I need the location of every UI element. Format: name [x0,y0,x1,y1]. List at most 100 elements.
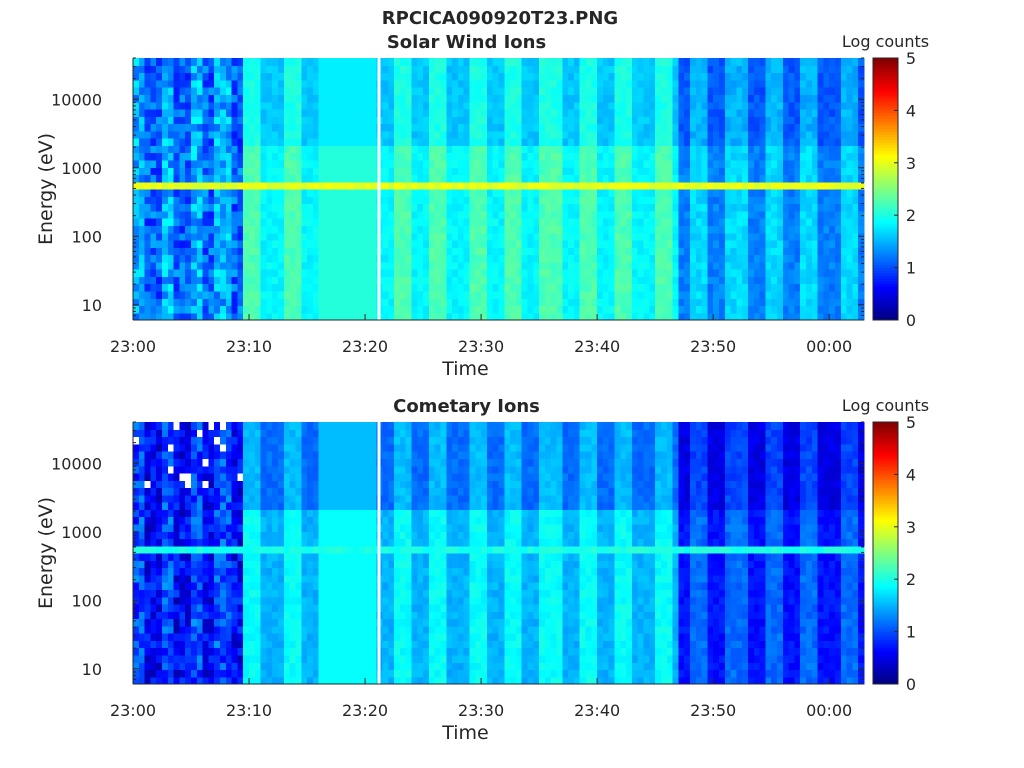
heatmap-cell [782,181,790,190]
heatmap-cell [237,298,244,307]
heatmap-cell [846,123,853,132]
heatmap-cell [660,283,668,292]
heatmap-cell [753,174,761,183]
heatmap-cell [753,283,761,292]
heatmap-cell [544,225,552,234]
heatmap-cell [347,254,355,263]
heatmap-cell [568,276,575,285]
heatmap-cell [237,65,244,74]
heatmap-cell [573,283,581,292]
heatmap-cell [846,290,853,299]
heatmap-cell [510,65,517,74]
heatmap-cell [167,647,175,656]
heatmap-cell [220,298,227,307]
heatmap-cell [138,443,146,452]
heatmap-cell [434,94,442,103]
heatmap-cell [602,145,610,154]
heatmap-cell [272,152,279,161]
heatmap-cell [231,87,239,95]
heatmap-cell [776,247,784,256]
heatmap-cell [405,130,413,139]
heatmap-cell [196,145,204,154]
colorbar-step [873,238,898,242]
heatmap-cell [637,138,645,146]
heatmap-cell [202,269,210,277]
heatmap-cell [405,108,413,117]
heatmap-cell [423,108,430,117]
heatmap-cell [272,108,279,117]
heatmap-cell [243,130,250,139]
heatmap-cell [707,305,714,314]
heatmap-cell [446,101,453,110]
heatmap-cell [237,210,244,219]
heatmap-cell [684,269,691,277]
heatmap-cell [597,203,604,212]
heatmap-cell [713,138,720,146]
heatmap-cell [214,181,221,190]
heatmap-cell [417,254,424,263]
heatmap-cell [649,290,656,299]
heatmap-cell [214,130,221,139]
heatmap-cell [724,239,732,248]
heatmap-cell [649,94,656,103]
heatmap-cell [620,87,627,95]
heatmap-cell [718,210,726,219]
heatmap-cell [446,130,453,139]
heatmap-cell [144,79,151,88]
heatmap-cell [428,138,436,146]
heatmap-cell [689,298,697,307]
heatmap-cell [823,94,830,103]
heatmap-cell [417,159,424,168]
heatmap-cell [382,203,389,212]
heatmap-cell [811,152,819,161]
heatmap-cell [260,232,268,241]
heatmap-cell [138,523,146,532]
heatmap-cell [167,196,175,205]
heatmap-cell [585,145,592,154]
heatmap-cell [214,145,221,154]
heatmap-cell [759,79,766,88]
heatmap-cell [394,174,401,183]
heatmap-cell [423,210,430,219]
heatmap-cell [220,312,227,321]
heatmap-cell [521,130,529,139]
heatmap-cell [434,196,442,205]
heatmap-cell [411,58,418,66]
heatmap-cell [730,65,737,74]
heatmap-cell [249,101,256,110]
heatmap-cell [359,108,366,117]
heatmap-cell [254,312,262,321]
heatmap-cell [156,65,163,74]
heatmap-cell [718,116,726,125]
heatmap-cell [417,123,424,132]
heatmap-cell [730,174,737,183]
heatmap-cell [481,196,488,205]
heatmap-cell [579,159,587,168]
colorbar-step [873,285,898,290]
heatmap-cell [150,159,157,168]
heatmap-cell [840,254,848,263]
heatmap-cell [492,174,500,183]
heatmap-cell [138,582,146,590]
heatmap-cell [852,232,859,241]
heatmap-cell [220,218,227,226]
heatmap-cell [428,174,436,183]
heatmap-cell [817,58,824,66]
heatmap-cell [753,225,761,234]
heatmap-cell [249,239,256,248]
heatmap-cell [701,276,708,285]
heatmap-cell [486,239,494,248]
heatmap-cell [150,203,157,212]
heatmap-cell [289,290,297,299]
heatmap-cell [840,72,848,81]
heatmap-cell [440,101,447,110]
heatmap-cell [405,181,413,190]
heatmap-cell [573,101,581,110]
heatmap-cell [585,218,592,226]
heatmap-cell [388,138,395,146]
heatmap-cell [684,138,691,146]
heatmap-cell [289,130,297,139]
heatmap-cell [695,101,703,110]
heatmap-cell [527,276,534,285]
x-axis-label: Time [441,358,489,380]
